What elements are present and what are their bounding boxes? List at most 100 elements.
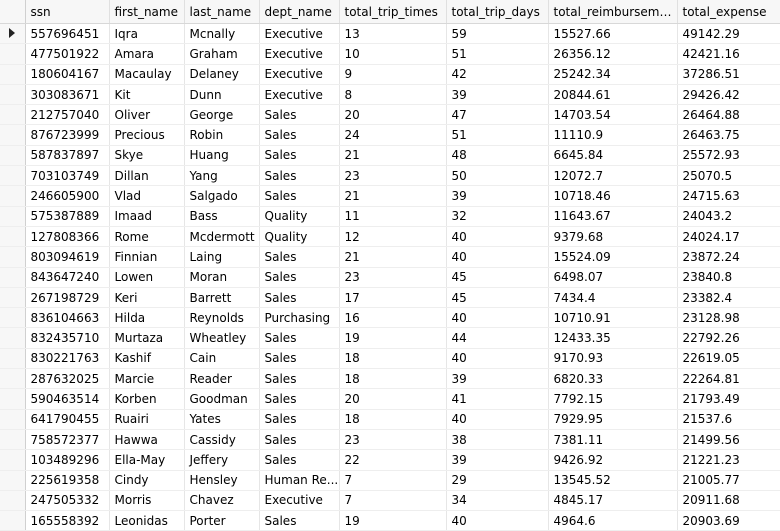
cell-total-trip-days[interactable]: 59 [446,23,549,45]
row-indicator[interactable] [0,429,26,451]
cell-last-name[interactable]: Huang [184,145,260,167]
cell-total-expense[interactable]: 22792.26 [677,327,780,349]
cell-total-trip-days[interactable]: 39 [446,185,549,207]
table-row[interactable]: 803094619 Finnian Laing Sales 21 40 15524.09 23… [0,246,780,268]
column-header-first-name[interactable]: first_name [109,0,185,24]
row-indicator[interactable] [0,470,26,491]
cell-total-trip-times[interactable]: 19 [339,510,447,531]
table-row[interactable]: 703103749 Dillan Yang Sales 23 50 12072.7 25070… [0,165,780,187]
row-indicator[interactable] [0,226,26,248]
table-row[interactable]: 843647240 Lowen Moran Sales 23 45 6498.07 23840… [0,267,780,288]
cell-total-trip-times[interactable]: 10 [339,43,447,65]
cell-ssn[interactable]: 127808366 [25,226,110,248]
cell-total-reimbursement[interactable]: 7381.11 [548,429,678,451]
cell-first-name[interactable]: Macaulay [109,64,185,85]
cell-dept-name[interactable]: Quality [259,226,340,248]
cell-first-name[interactable]: Kit [109,84,185,106]
cell-last-name[interactable]: Bass [184,206,260,227]
cell-first-name[interactable]: Dillan [109,165,185,187]
cell-total-trip-days[interactable]: 40 [446,226,549,248]
cell-first-name[interactable]: Skye [109,145,185,167]
cell-total-trip-times[interactable]: 11 [339,206,447,227]
cell-ssn[interactable]: 212757040 [25,104,110,126]
cell-first-name[interactable]: Ella-May [109,449,185,471]
cell-ssn[interactable]: 267198729 [25,287,110,309]
cell-total-expense[interactable]: 26463.75 [677,124,780,146]
cell-total-trip-times[interactable]: 16 [339,307,447,329]
cell-last-name[interactable]: Cain [184,348,260,370]
cell-total-trip-times[interactable]: 17 [339,287,447,309]
cell-total-trip-days[interactable]: 40 [446,409,549,430]
cell-total-reimbursement[interactable]: 10710.91 [548,307,678,329]
cell-dept-name[interactable]: Executive [259,23,340,45]
row-indicator[interactable] [0,388,26,410]
cell-total-trip-times[interactable]: 8 [339,84,447,106]
cell-first-name[interactable]: Ruairi [109,409,185,430]
cell-total-expense[interactable]: 24715.63 [677,185,780,207]
column-header-last-name[interactable]: last_name [184,0,260,24]
cell-last-name[interactable]: Robin [184,124,260,146]
cell-last-name[interactable]: Dunn [184,84,260,106]
cell-total-trip-days[interactable]: 45 [446,287,549,309]
cell-last-name[interactable]: Yang [184,165,260,187]
cell-dept-name[interactable]: Sales [259,327,340,349]
cell-total-trip-times[interactable]: 18 [339,368,447,390]
cell-first-name[interactable]: Vlad [109,185,185,207]
cell-total-expense[interactable]: 21537.6 [677,409,780,430]
cell-total-expense[interactable]: 29426.42 [677,84,780,106]
cell-total-reimbursement[interactable]: 12433.35 [548,327,678,349]
cell-total-reimbursement[interactable]: 20844.61 [548,84,678,106]
row-indicator[interactable] [0,185,26,207]
cell-total-trip-times[interactable]: 24 [339,124,447,146]
cell-dept-name[interactable]: Executive [259,64,340,85]
cell-total-reimbursement[interactable]: 14703.54 [548,104,678,126]
cell-dept-name[interactable]: Sales [259,124,340,146]
cell-total-reimbursement[interactable]: 7434.4 [548,287,678,309]
cell-total-expense[interactable]: 49142.29 [677,23,780,45]
row-indicator[interactable] [0,510,26,531]
cell-last-name[interactable]: Goodman [184,388,260,410]
cell-total-reimbursement[interactable]: 25242.34 [548,64,678,85]
cell-total-trip-days[interactable]: 45 [446,267,549,288]
cell-last-name[interactable]: Moran [184,267,260,288]
cell-last-name[interactable]: Barrett [184,287,260,309]
cell-last-name[interactable]: Delaney [184,64,260,85]
cell-total-expense[interactable]: 21499.56 [677,429,780,451]
row-indicator[interactable] [0,267,26,288]
cell-ssn[interactable]: 557696451 [25,23,110,45]
cell-total-trip-days[interactable]: 51 [446,124,549,146]
table-row[interactable]: 303083671 Kit Dunn Executive 8 39 20844.61 2942… [0,84,780,106]
cell-last-name[interactable]: Reader [184,368,260,390]
cell-dept-name[interactable]: Sales [259,145,340,167]
cell-first-name[interactable]: Cindy [109,470,185,491]
column-header-total-reimbursement[interactable]: total_reimbursement [548,0,678,24]
cell-total-expense[interactable]: 37286.51 [677,64,780,85]
cell-first-name[interactable]: Oliver [109,104,185,126]
cell-total-reimbursement[interactable]: 6645.84 [548,145,678,167]
cell-ssn[interactable]: 180604167 [25,64,110,85]
table-row[interactable]: 127808366 Rome Mcdermott Quality 12 40 9379.68… [0,226,780,248]
table-row[interactable]: 876723999 Precious Robin Sales 24 51 11110.9 26… [0,124,780,146]
table-row[interactable]: 575387889 Imaad Bass Quality 11 32 11643.67 240… [0,206,780,227]
cell-ssn[interactable]: 830221763 [25,348,110,370]
cell-ssn[interactable]: 876723999 [25,124,110,146]
cell-total-reimbursement[interactable]: 11110.9 [548,124,678,146]
cell-last-name[interactable]: Graham [184,43,260,65]
cell-ssn[interactable]: 575387889 [25,206,110,227]
row-indicator[interactable] [0,145,26,167]
column-header-dept-name[interactable]: dept_name [259,0,340,24]
cell-total-reimbursement[interactable]: 15527.66 [548,23,678,45]
cell-last-name[interactable]: Wheatley [184,327,260,349]
cell-ssn[interactable]: 477501922 [25,43,110,65]
cell-total-expense[interactable]: 25070.5 [677,165,780,187]
row-indicator[interactable] [0,449,26,471]
cell-dept-name[interactable]: Sales [259,246,340,268]
cell-total-trip-times[interactable]: 21 [339,185,447,207]
row-indicator[interactable] [0,490,26,512]
cell-total-trip-days[interactable]: 32 [446,206,549,227]
cell-first-name[interactable]: Rome [109,226,185,248]
cell-total-reimbursement[interactable]: 9170.93 [548,348,678,370]
cell-total-trip-times[interactable]: 23 [339,429,447,451]
cell-total-reimbursement[interactable]: 4964.6 [548,510,678,531]
cell-first-name[interactable]: Murtaza [109,327,185,349]
